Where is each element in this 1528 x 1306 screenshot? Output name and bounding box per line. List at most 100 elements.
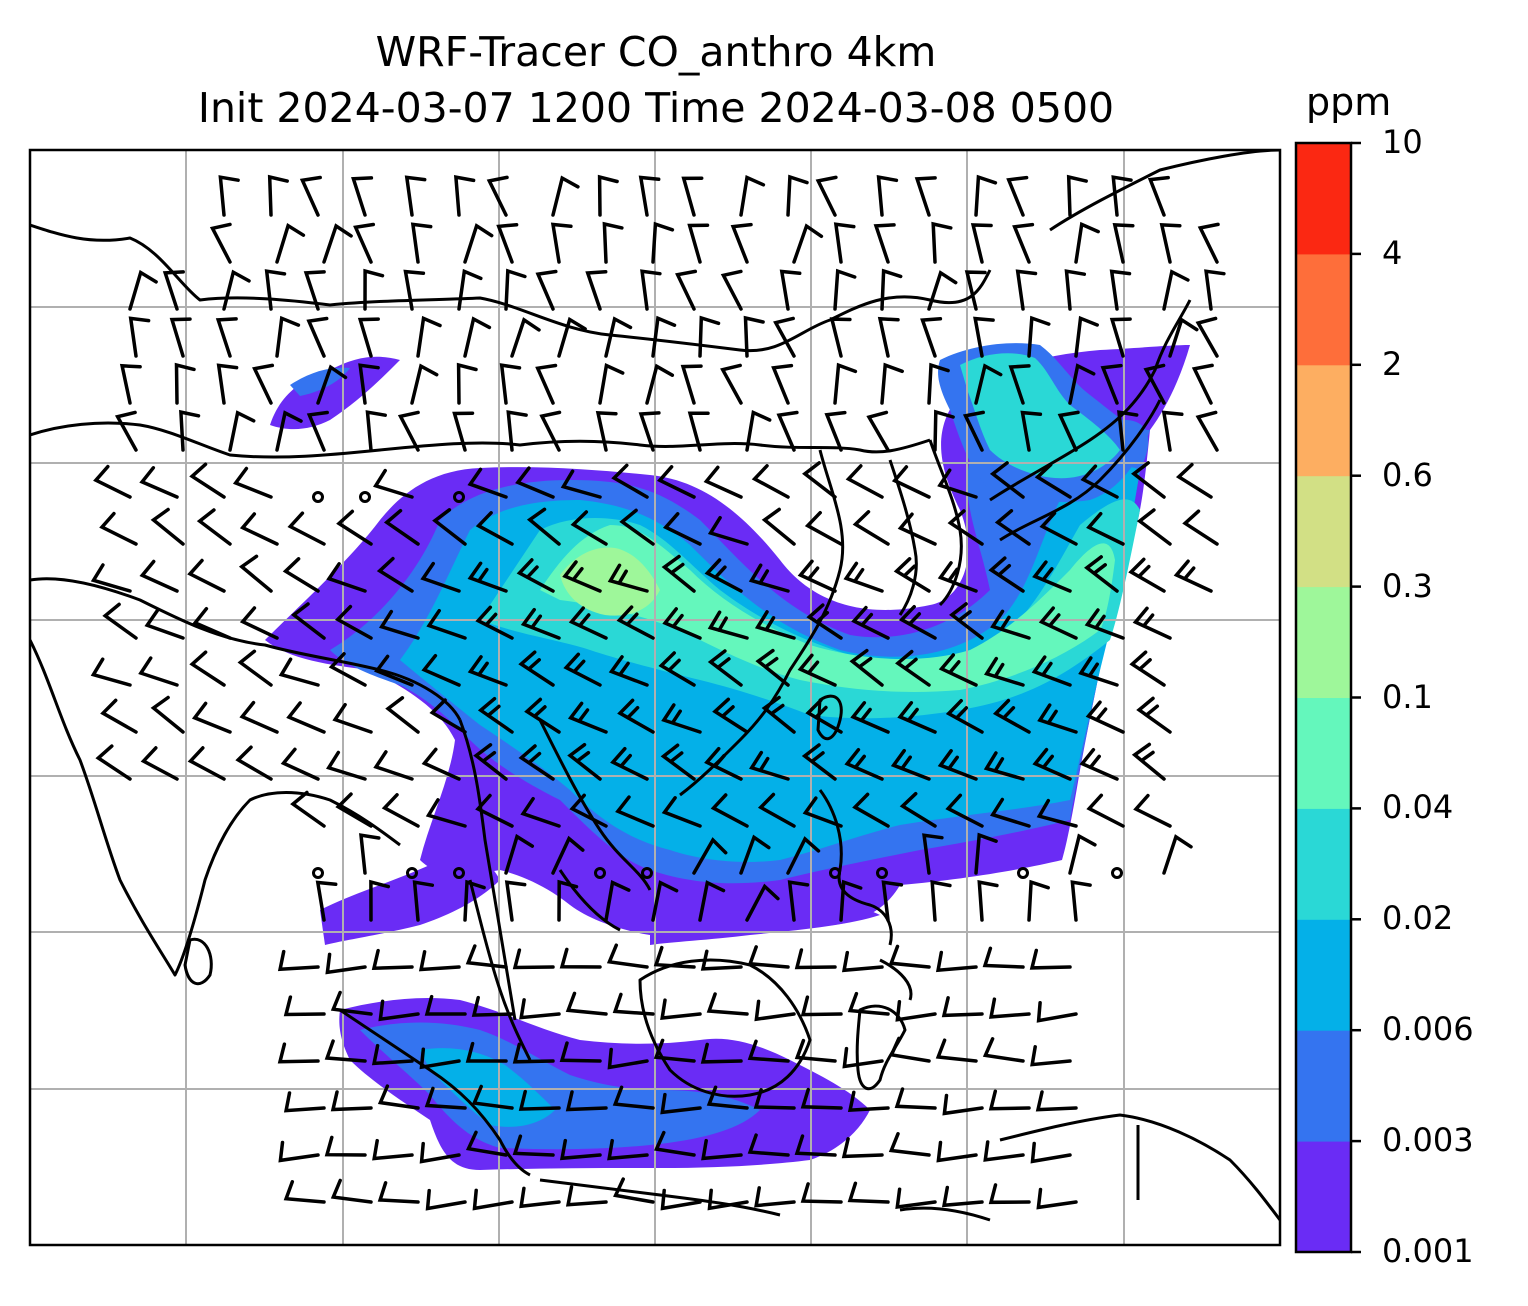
wind-barb <box>707 1188 749 1211</box>
wind-barb <box>888 1036 931 1063</box>
wind-barb <box>1129 650 1166 687</box>
wind-barb <box>518 1089 561 1111</box>
wind-barb <box>235 745 273 781</box>
wind-barb <box>567 701 608 734</box>
wind-barb <box>852 792 890 828</box>
wind-barb <box>990 609 1031 640</box>
wind-barb <box>306 410 329 452</box>
colorbar-segment <box>1296 586 1351 698</box>
wind-barb <box>852 510 890 546</box>
wind-barb <box>1070 880 1092 922</box>
wind-barb <box>562 560 602 593</box>
wind-barb <box>373 468 414 499</box>
wind-barb <box>1162 269 1190 311</box>
colorbar-segment <box>1296 697 1351 809</box>
wind-barb <box>761 695 796 734</box>
wind-barb <box>743 315 765 358</box>
coastline-mongolia-border <box>30 223 992 353</box>
wind-barb <box>888 944 931 969</box>
wind-barb <box>806 603 843 640</box>
wind-barb <box>568 606 608 640</box>
wind-barb <box>504 833 535 875</box>
wind-barb <box>815 175 838 217</box>
tracer-band-tropical <box>320 856 500 945</box>
wind-barb <box>475 511 514 546</box>
wind-barb <box>93 464 132 499</box>
wind-barb <box>1136 696 1172 734</box>
wind-barb <box>604 880 631 922</box>
wind-barb <box>174 362 196 405</box>
wind-barb <box>1039 511 1078 546</box>
wind-barb <box>747 1039 790 1063</box>
wind-barb <box>419 1047 461 1070</box>
wind-barb <box>275 410 303 452</box>
coastline-taiwan <box>816 694 843 741</box>
wind-barb <box>306 316 329 358</box>
wind-barb <box>876 174 899 217</box>
wind-barb <box>962 410 985 452</box>
wind-barb <box>559 1041 602 1063</box>
wind-barb <box>704 558 743 593</box>
tracer-plume-l5 <box>540 525 1115 692</box>
wind-barb <box>290 602 326 640</box>
wind-barb <box>535 363 558 405</box>
wind-barb <box>264 269 287 311</box>
wind-barb <box>1162 834 1193 875</box>
wind-barb <box>373 750 414 781</box>
wind-barb <box>897 701 937 734</box>
wind-barb <box>1032 560 1072 593</box>
wind-barb <box>535 269 558 311</box>
wind-barb <box>595 411 618 452</box>
wind-barb <box>363 268 385 311</box>
wind-barb <box>616 605 655 640</box>
wind-barb <box>277 949 320 972</box>
wind-barb <box>933 409 955 452</box>
wind-barb <box>974 174 998 217</box>
calm-wind-marker <box>1017 867 1029 879</box>
coastline-java <box>539 1178 781 1217</box>
colorbar-segment <box>1296 475 1351 588</box>
wind-barb <box>539 410 562 452</box>
wind-barb <box>196 508 232 546</box>
wind-barb <box>1117 410 1139 452</box>
wind-barb <box>1074 221 1100 264</box>
wind-barb <box>526 507 561 546</box>
wind-barb <box>712 697 749 734</box>
wind-barb <box>941 996 984 1018</box>
wind-barb <box>914 176 937 217</box>
wind-barb <box>888 1132 931 1157</box>
wind-barb <box>638 175 661 217</box>
wind-barb <box>520 607 561 640</box>
wind-barb <box>947 509 984 546</box>
wind-barb <box>1080 464 1119 499</box>
wind-barb <box>833 222 856 264</box>
wind-barb <box>747 1133 790 1157</box>
wind-barb <box>463 316 492 358</box>
wind-barb <box>847 1181 890 1204</box>
colorbar-segment <box>1296 143 1351 255</box>
wind-barb <box>418 950 461 972</box>
wind-barb <box>645 363 675 405</box>
wind-barb <box>551 175 580 217</box>
wind-barb <box>945 793 984 828</box>
wind-barb <box>829 317 852 358</box>
wind-barb <box>974 363 1003 405</box>
wind-barb <box>839 879 863 922</box>
wind-barb <box>800 995 843 1017</box>
wind-barb <box>420 561 461 593</box>
wind-barb <box>179 409 201 452</box>
wind-barb <box>873 223 896 264</box>
wind-barb <box>619 508 655 546</box>
wind-barb <box>895 1187 937 1210</box>
chart-title-line1: WRF-Tracer CO_anthro 4km <box>375 28 937 76</box>
wind-barb <box>228 410 256 452</box>
wind-barb <box>275 315 301 358</box>
wind-barb <box>283 995 326 1017</box>
wind-barb <box>935 1038 978 1063</box>
wind-barb <box>1034 462 1072 499</box>
wind-barb <box>303 270 326 311</box>
wind-barb <box>412 880 435 922</box>
wind-barb <box>1168 317 1199 358</box>
wind-barb <box>565 1185 608 1207</box>
